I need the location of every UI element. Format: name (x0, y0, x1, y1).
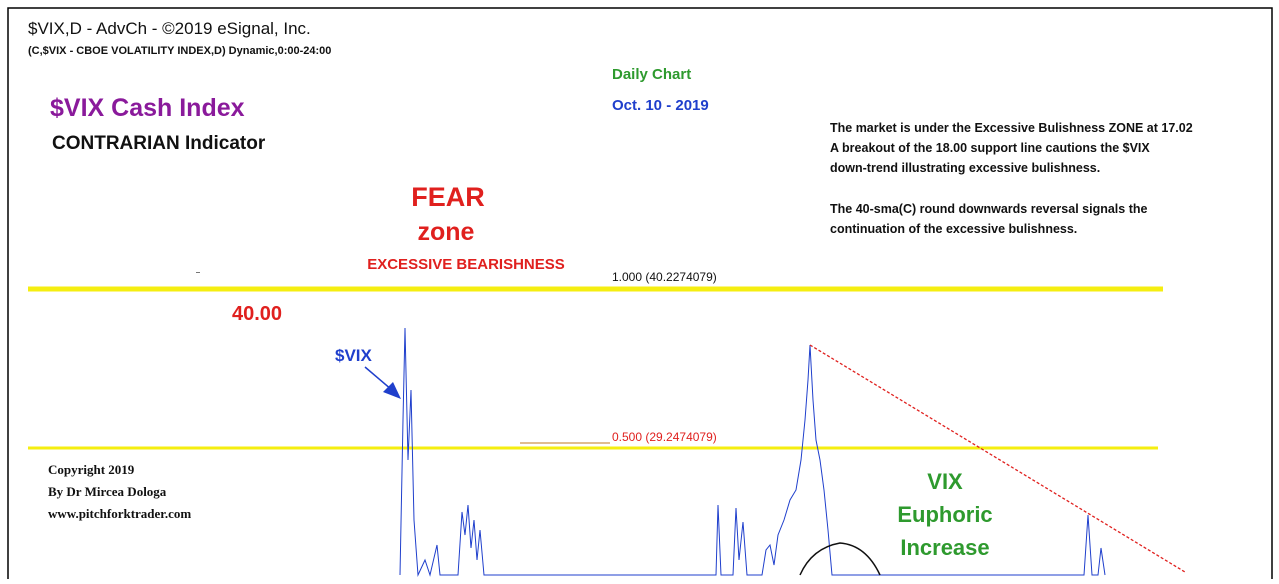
euphoric-line: Euphoric (897, 502, 992, 527)
sub-title: CONTRARIAN Indicator (52, 133, 266, 154)
sma-curve (799, 542, 881, 576)
arrow-shaft (364, 366, 393, 391)
level-mid-label: 0.500 (29.2474079) (612, 430, 717, 444)
dot (196, 272, 200, 273)
arrow-head (383, 382, 401, 399)
commentary-line: down-trend illustrating excessive bulish… (830, 161, 1100, 175)
commentary-line: continuation of the excessive bulishness… (830, 222, 1077, 236)
fear-title: FEAR (411, 182, 485, 212)
trend-line (809, 344, 1186, 573)
price-label: 40.00 (232, 303, 282, 325)
copyright-line: www.pitchforktrader.com (48, 506, 191, 521)
copyright-line: By Dr Mircea Dologa (48, 484, 167, 499)
commentary-line: The 40-sma(C) round downwards reversal s… (830, 202, 1147, 216)
copyright-line: Copyright 2019 (48, 462, 135, 477)
main-title: $VIX Cash Index (50, 94, 245, 122)
period: Daily Chart (612, 66, 691, 83)
level-top-label: 1.000 (40.2274079) (612, 270, 717, 284)
symbol-line: (C,$VIX - CBOE VOLATILITY INDEX,D) Dynam… (28, 45, 331, 57)
commentary: The market is under the Excessive Bulish… (830, 121, 1193, 236)
euphoric-line: VIX (927, 469, 963, 494)
vix-line (399, 327, 1106, 577)
copyright: Copyright 2019 By Dr Mircea Dologa www.p… (48, 462, 191, 521)
euphoric: VIX Euphoric Increase (897, 469, 992, 560)
fear-note: EXCESSIVE BEARISHNESS (367, 256, 565, 273)
commentary-line: The market is under the Excessive Bulish… (830, 121, 1193, 135)
source: $VIX,D - AdvCh - ©2019 eSignal, Inc. (28, 19, 311, 38)
fear-sub: zone (418, 218, 475, 246)
commentary-line: A breakout of the 18.00 support line cau… (830, 141, 1150, 155)
euphoric-line: Increase (900, 535, 989, 560)
frame (7, 7, 1273, 584)
series-label: $VIX (335, 346, 373, 365)
date: Oct. 10 - 2019 (612, 97, 709, 114)
